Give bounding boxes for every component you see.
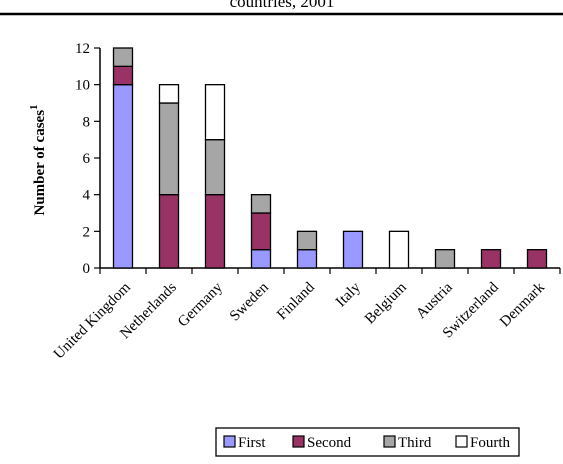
y-tick-label: 6	[83, 151, 91, 167]
legend: First Second Third Fourth	[215, 427, 520, 457]
bar-first-italy	[342, 230, 364, 269]
bar-third-germany	[204, 139, 226, 196]
y-tick-label: 4	[83, 188, 91, 204]
x-tick-label-denmark: Denmark	[497, 279, 548, 330]
x-tick-label-italy: Italy	[333, 279, 364, 310]
bar-third-united-kingdom	[112, 47, 134, 67]
y-axis-label-text: Number of cases	[32, 110, 48, 216]
legend-swatch-second	[292, 435, 305, 448]
legend-label-fourth: Fourth	[470, 435, 511, 451]
legend-box	[215, 427, 520, 457]
bar-fourth-germany	[204, 84, 226, 141]
legend-label-third: Third	[398, 435, 432, 451]
bar-third-finland	[296, 230, 318, 251]
bar-first-finland	[296, 249, 318, 269]
bar-fourth-belgium	[388, 230, 410, 269]
bar-third-sweden	[250, 194, 272, 214]
bar-first-united-kingdom	[112, 84, 134, 269]
x-tick-label-united-kingdom: United Kingdom	[51, 279, 134, 362]
x-tick-label-austria: Austria	[413, 279, 456, 322]
bar-second-sweden	[250, 212, 272, 251]
x-tick-label-germany: Germany	[175, 279, 226, 330]
svg-text:Number of cases1: Number of cases1	[28, 104, 48, 215]
bar-second-united-kingdom	[112, 65, 134, 86]
bar-second-netherlands	[158, 194, 180, 269]
bar-fourth-netherlands	[158, 84, 180, 104]
bar-second-switzerland	[480, 249, 502, 269]
y-axis-label-superscript: 1	[28, 104, 40, 110]
y-tick-label: 12	[75, 41, 90, 57]
legend-swatch-first	[223, 435, 236, 448]
bar-third-austria	[434, 249, 456, 269]
legend-swatch-third	[383, 435, 396, 448]
y-tick-label: 10	[75, 78, 90, 94]
y-tick-label: 0	[83, 261, 91, 277]
bar-second-denmark	[526, 249, 548, 269]
x-tick-label-finland: Finland	[274, 279, 318, 323]
bar-second-germany	[204, 194, 226, 269]
y-tick-label: 2	[83, 224, 91, 240]
chart-title: countries, 2001	[230, 0, 335, 11]
x-tick-label-sweden: Sweden	[227, 279, 272, 324]
x-tick-label-belgium: Belgium	[362, 279, 410, 327]
y-tick-label: 8	[83, 114, 91, 130]
legend-swatch-fourth	[455, 435, 468, 448]
legend-label-second: Second	[307, 435, 352, 451]
bar-third-netherlands	[158, 102, 180, 196]
bar-first-sweden	[250, 249, 272, 269]
y-axis-label: Number of cases1	[28, 104, 48, 215]
legend-label-first: First	[238, 435, 266, 451]
